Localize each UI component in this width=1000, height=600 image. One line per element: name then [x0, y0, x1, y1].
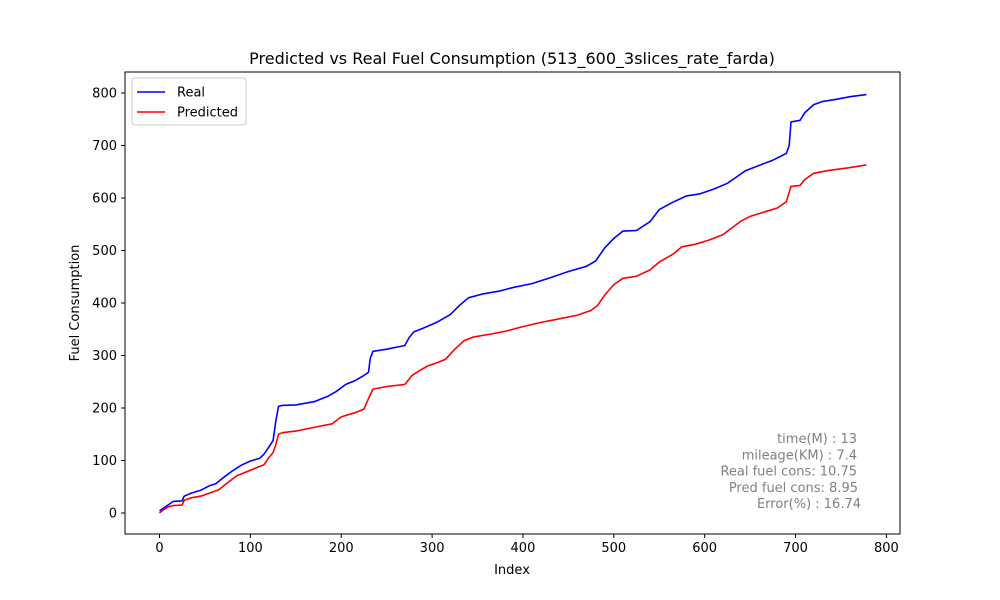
x-axis-label: Index: [494, 563, 530, 578]
y-tick-label: 100: [92, 454, 117, 469]
y-tick-label: 0: [109, 507, 117, 522]
annotation-line: time(M) : 13: [777, 432, 857, 447]
y-axis-ticks: 0 100 200 300 400 500 600 700 800: [92, 87, 125, 522]
y-tick-label: 600: [92, 192, 117, 207]
legend: Real Predicted: [131, 77, 247, 126]
x-tick-label: 100: [238, 541, 263, 556]
chart-title: Predicted vs Real Fuel Consumption (513_…: [249, 49, 775, 69]
y-tick-label: 200: [92, 402, 117, 417]
x-tick-label: 700: [783, 541, 808, 556]
annotation-line: Pred fuel cons: 8.95: [729, 481, 858, 496]
annotation-line: Real fuel cons: 10.75: [720, 465, 857, 480]
x-axis-ticks: 0 100 200 300 400 500 600 700 800: [155, 534, 899, 556]
y-tick-label: 700: [92, 139, 117, 154]
y-tick-label: 500: [92, 244, 117, 259]
annotation-line: Error(%) : 16.74: [757, 497, 861, 512]
x-tick-label: 500: [601, 541, 626, 556]
y-axis-label: Fuel Consumption: [68, 245, 83, 362]
plot-frame: [124, 71, 901, 535]
legend-label-predicted: Predicted: [177, 106, 238, 121]
x-tick-label: 0: [155, 541, 163, 556]
y-tick-label: 300: [92, 349, 117, 364]
y-tick-label: 800: [92, 87, 117, 102]
series-line-real: [159, 93, 867, 512]
x-tick-label: 200: [329, 541, 354, 556]
x-tick-label: 400: [511, 541, 536, 556]
x-tick-label: 600: [692, 541, 717, 556]
legend-box: [131, 77, 247, 126]
x-tick-label: 800: [874, 541, 899, 556]
annotation-line: mileage(KM) : 7.4: [742, 448, 857, 463]
series-line-predicted: [158, 164, 867, 514]
x-tick-label: 300: [420, 541, 445, 556]
legend-label-real: Real: [177, 86, 205, 101]
y-tick-label: 400: [92, 297, 117, 312]
series-layer: [158, 93, 867, 514]
